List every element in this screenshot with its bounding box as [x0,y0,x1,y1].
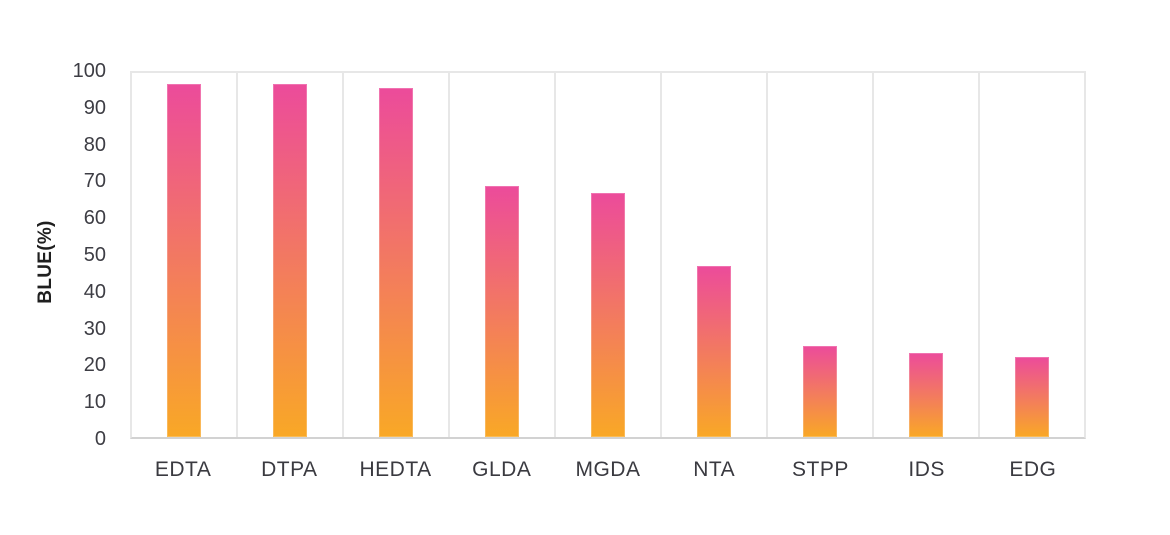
x-axis-label-glda: GLDA [472,458,532,481]
category-slot-edg [980,73,1084,437]
y-tick-label: 20 [83,354,106,377]
category-slot-glda [450,73,556,437]
y-tick-label: 80 [83,133,106,156]
x-axis-labels: EDTA DTPA HEDTA GLDA MGDA NTA STPP IDS EDG [130,452,1086,488]
bar-glda [485,185,519,437]
y-tick-label: 50 [83,244,106,266]
x-axis-label-stpp: STPP [791,458,849,481]
bar-mgda [591,193,625,437]
category-slot-hedta [344,73,450,437]
bar-edg [1015,356,1049,437]
plot-area [130,71,1086,439]
y-tick-label: 60 [83,207,106,230]
y-tick-label: 70 [83,170,106,193]
category-slot-mgda [556,73,662,437]
category-slot-nta [662,73,768,437]
x-axis-label-nta: NTA [693,458,736,481]
x-axis-label-ids: IDS [908,458,945,481]
category-slot-ids [874,73,980,437]
category-slot-dtpa [238,73,344,437]
category-slot-stpp [768,73,874,437]
y-axis-ticks: 0 10 20 30 40 50 60 70 80 90 100 [0,60,118,450]
bar-ids [909,353,943,437]
y-tick-label: 40 [83,280,106,303]
bar-dtpa [273,83,307,437]
x-axis-label-hedta: HEDTA [359,458,432,481]
y-tick-label: 30 [83,317,106,340]
bar-edta [167,83,201,437]
x-axis-label-mgda: MGDA [575,458,641,481]
y-tick-label: 90 [83,96,106,119]
x-axis-label-edta: EDTA [154,458,212,481]
y-tick-label: 100 [72,60,106,82]
category-slot-edta [132,73,238,437]
bar-nta [697,265,731,437]
bar-hedta [379,87,413,437]
x-axis-label-edg: EDG [1009,458,1057,481]
y-tick-label: 10 [83,391,106,414]
y-tick-label: 0 [94,428,106,450]
x-axis-label-dtpa: DTPA [261,458,318,481]
bar-stpp [803,346,837,437]
